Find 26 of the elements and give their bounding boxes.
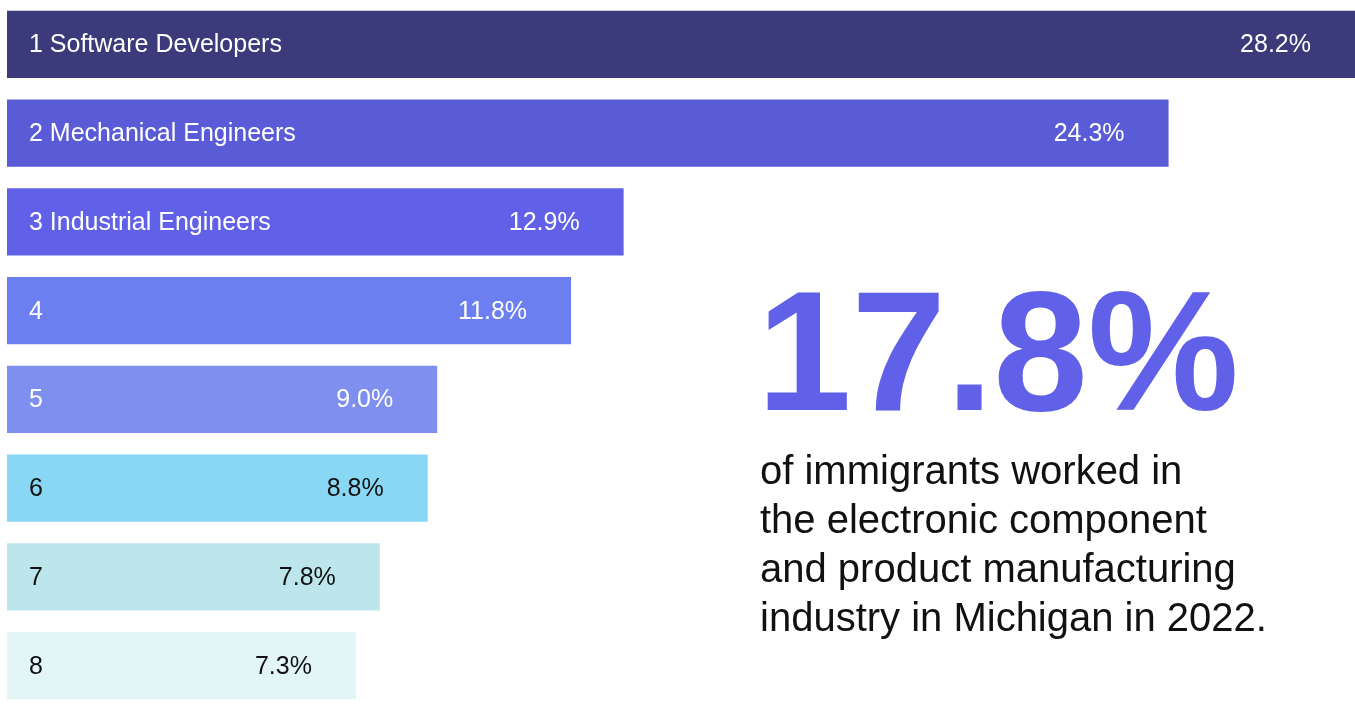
bar: [7, 276, 572, 345]
y-tick-label: 5: [29, 384, 43, 413]
data-label: 7.3%: [254, 650, 312, 679]
annotation: 17.8%: [757, 256, 1240, 446]
bar: [7, 188, 624, 256]
bar: [7, 631, 356, 700]
y-tick-label: 1 Software Developers: [29, 29, 282, 58]
y-tick-label: 6: [29, 473, 43, 502]
annotation: of immigrants worked in the electronic component and product manufacturing industry in Michigan in 2022.: [760, 448, 1267, 639]
data-label: 24.3%: [1053, 118, 1125, 147]
data-label: 12.9%: [508, 206, 580, 235]
y-tick-label: 8: [29, 650, 43, 679]
data-label: 11.8%: [458, 295, 528, 324]
bar: [7, 454, 428, 522]
bar: [7, 365, 438, 434]
data-label: 9.0%: [336, 384, 394, 413]
bar: [7, 99, 1169, 167]
data-label: 7.8%: [278, 561, 336, 590]
y-tick-label: 4: [29, 295, 43, 324]
bar: [7, 10, 1355, 79]
data-label: 28.2%: [1240, 29, 1311, 58]
y-tick-label: 7: [29, 561, 43, 590]
y-tick-label: 3 Industrial Engineers: [29, 206, 271, 235]
data-label: 8.8%: [326, 473, 384, 502]
bar: [7, 543, 380, 611]
y-tick-label: 2 Mechanical Engineers: [29, 118, 296, 147]
